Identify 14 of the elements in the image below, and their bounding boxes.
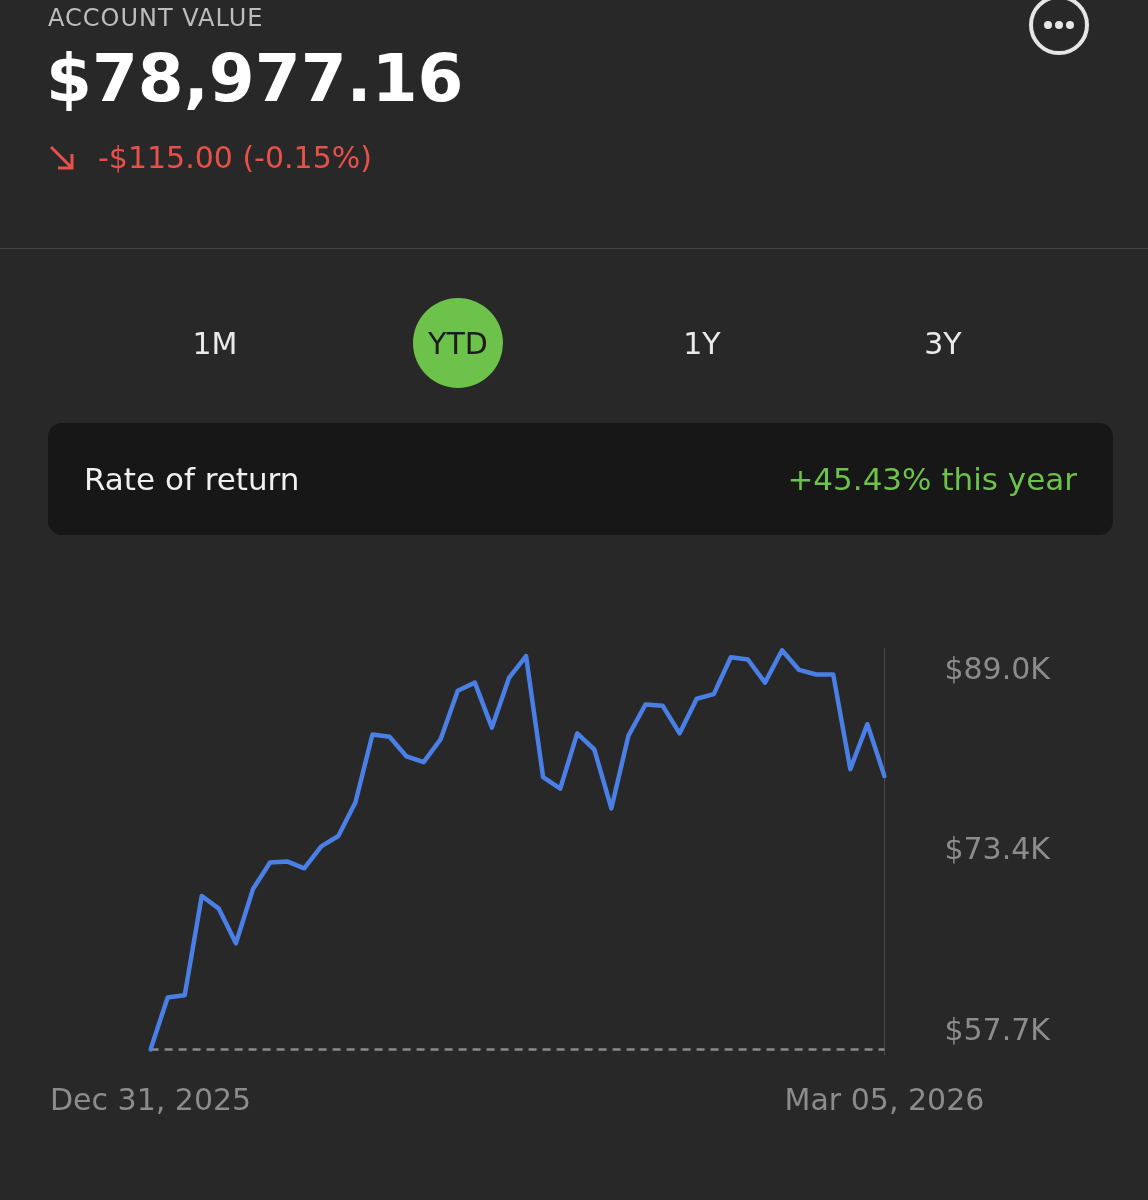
text: +45.43% this year [787,461,1077,497]
text: 1Y [683,325,721,361]
x-tick-label: Dec 31, 2025 [50,1081,252,1117]
chart-title: $78,977.16 [46,40,464,117]
text: 1M [192,325,238,361]
y-tick-label: $57.7K [944,1011,1052,1047]
text: 3Y [924,325,962,361]
y-tick-label: $89.0K [944,650,1052,686]
text: Rate of return [84,461,300,497]
text: ACCOUNT VALUE [48,4,264,32]
y-tick-label: $73.4K [944,830,1052,866]
text: -$115.00 (-0.15%) [98,140,372,175]
x-tick-label: Mar 05, 2026 [784,1081,985,1117]
text: YTD [428,325,488,361]
